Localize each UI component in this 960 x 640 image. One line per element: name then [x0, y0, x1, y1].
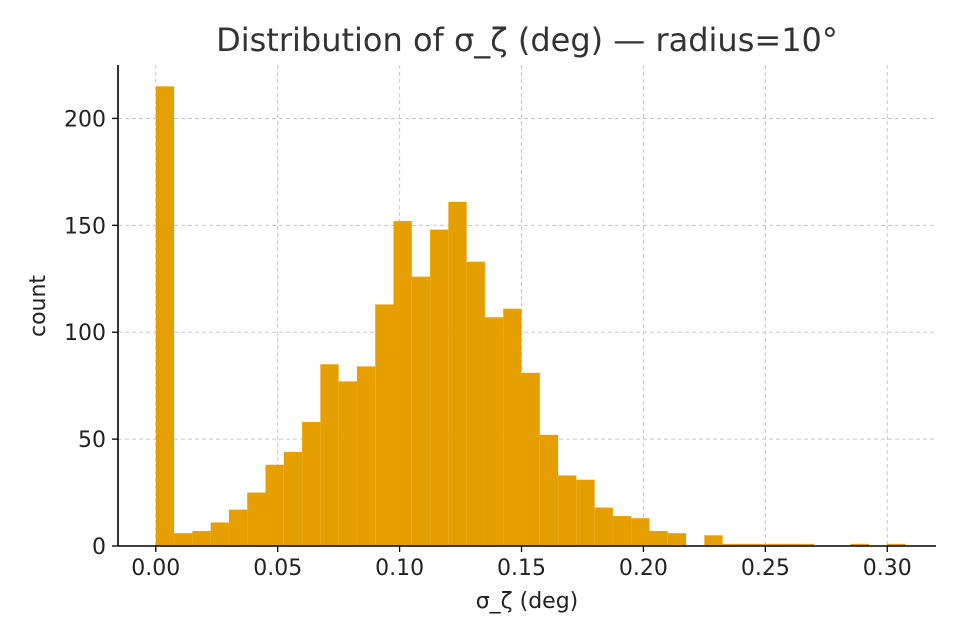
histogram-bar	[375, 304, 394, 546]
histogram-bar	[448, 201, 467, 546]
y-ticks: 0 50 100 150 200	[64, 107, 118, 560]
y-tick-label: 200	[64, 107, 106, 132]
x-tick-label: 0.30	[863, 556, 912, 581]
x-tick-label: 0.20	[619, 556, 668, 581]
x-tick-label: 0.15	[497, 556, 546, 581]
histogram-bar	[631, 518, 650, 546]
histogram-bar	[704, 535, 723, 546]
histogram-bars	[155, 86, 906, 546]
histogram-bar	[210, 522, 229, 546]
histogram-bar	[265, 464, 284, 546]
histogram-bar	[795, 543, 815, 546]
histogram-bar	[228, 509, 248, 546]
axes	[117, 65, 936, 547]
histogram-bar	[777, 543, 796, 546]
y-axis-label: count	[26, 275, 51, 337]
histogram-bar	[594, 507, 613, 546]
x-ticks: 0.00 0.05 0.10 0.15 0.20 0.25 0.30	[131, 546, 912, 581]
histogram-bar	[649, 531, 668, 546]
x-tick-label: 0.25	[741, 556, 790, 581]
histogram-bar	[393, 221, 412, 546]
x-tick-label: 0.10	[375, 556, 424, 581]
chart-title: Distribution of σ_ζ (deg) — radius=10°	[216, 21, 838, 59]
x-tick-label: 0.05	[253, 556, 302, 581]
histogram-bar	[302, 422, 321, 546]
histogram-bar	[411, 276, 431, 546]
histogram-bar	[503, 308, 522, 546]
y-tick-label: 100	[64, 321, 106, 346]
x-axis-label: σ_ζ (deg)	[476, 589, 579, 614]
histogram-bar	[850, 543, 869, 546]
histogram-bar	[722, 543, 741, 546]
histogram-bar	[759, 543, 778, 546]
histogram-bar	[887, 543, 906, 546]
histogram-bar	[558, 475, 577, 546]
histogram-bar	[356, 366, 376, 546]
histogram-bar	[576, 479, 595, 546]
histogram-bar	[521, 372, 540, 546]
x-tick-label: 0.00	[131, 556, 180, 581]
histogram-bar	[430, 229, 449, 546]
histogram-bar	[740, 543, 760, 546]
histogram-bar	[466, 261, 485, 546]
y-tick-label: 0	[92, 535, 106, 560]
histogram-bar	[338, 381, 357, 546]
histogram-bar	[484, 317, 504, 546]
histogram-bar	[283, 451, 303, 546]
histogram-bar	[539, 434, 559, 546]
histogram-bar	[155, 86, 175, 546]
histogram-bar	[192, 531, 211, 546]
y-tick-label: 150	[64, 214, 106, 239]
histogram-bar	[247, 492, 266, 546]
y-tick-label: 50	[78, 428, 106, 453]
histogram-bar	[612, 516, 632, 546]
histogram-bar	[667, 533, 687, 546]
histogram-bar	[320, 364, 339, 546]
histogram-bar	[174, 533, 193, 546]
